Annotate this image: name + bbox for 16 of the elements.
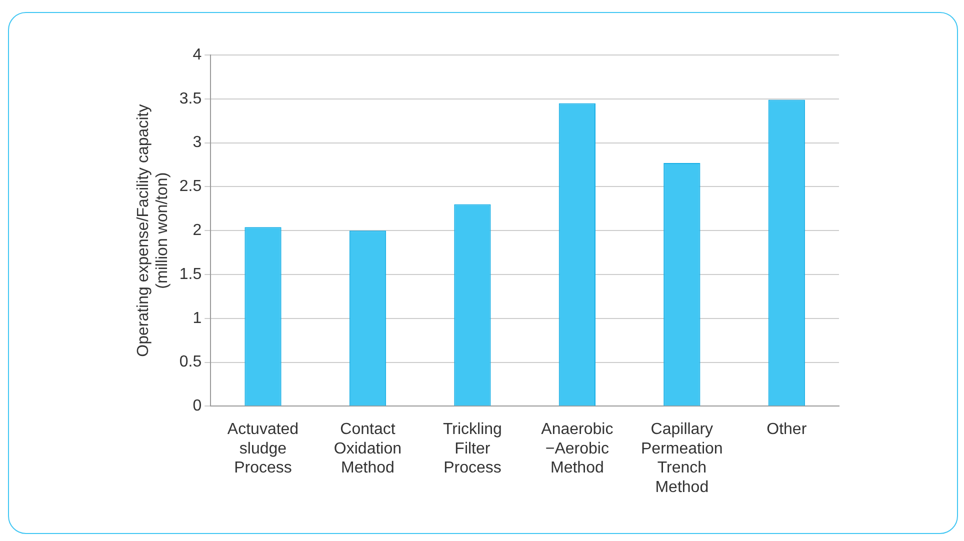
y-tick-label: 4 — [192, 46, 202, 64]
y-tick-label: 3 — [192, 134, 202, 152]
x-tick-label: Anaerobic −Aerobic Method — [541, 421, 614, 477]
x-tick-label: Trickling Filter Process — [442, 421, 502, 477]
y-axis-title: Operating expense/Facility capacity (million won/ton) — [135, 104, 172, 357]
x-tick-label: Contact Oxidation Method — [334, 421, 402, 477]
y-tick-label: 1.5 — [179, 266, 202, 283]
x-tick-label: Capillary Permeation Trench Method — [640, 421, 723, 496]
x-tick-label: Actuvated sludge Process — [227, 421, 299, 477]
y-tick-label: 2 — [192, 222, 202, 240]
y-tick-label: 2.5 — [179, 178, 202, 196]
y-tick-label: 0.5 — [179, 354, 202, 371]
y-tick-label: 1 — [192, 310, 202, 327]
y-tick-label: 3.5 — [179, 90, 202, 108]
x-tick-label: Other — [766, 421, 808, 438]
y-tick-label: 0 — [192, 398, 202, 415]
